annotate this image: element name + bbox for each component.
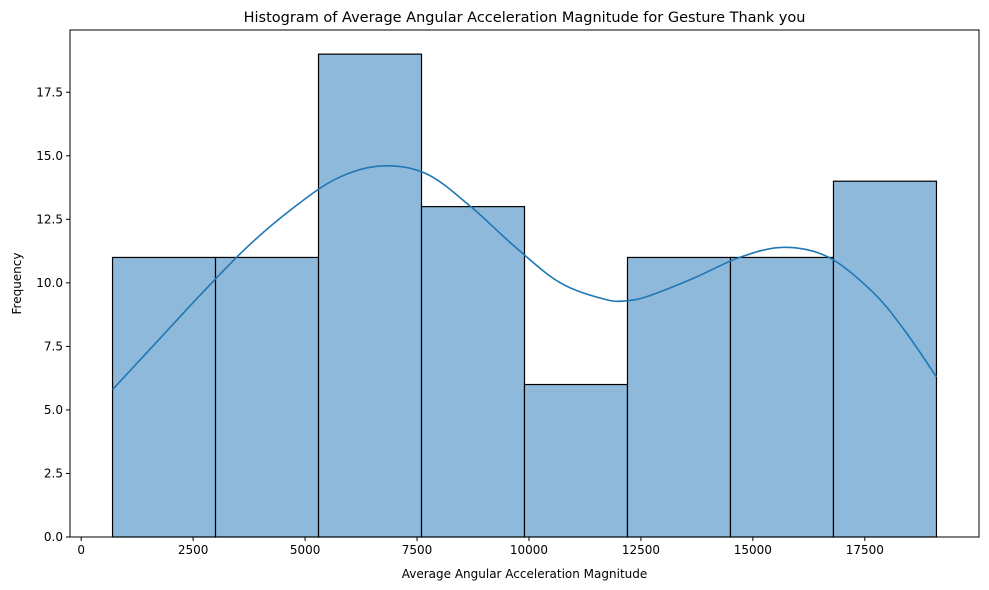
- x-tick-label-2: 5000: [290, 543, 321, 557]
- x-axis-label: Average Angular Acceleration Magnitude: [402, 567, 648, 581]
- x-tick-label-4: 10000: [510, 543, 548, 557]
- kde-line: [111, 164, 938, 391]
- y-tick-label-5: 12.5: [36, 212, 63, 226]
- y-tick-label-0: 0.0: [44, 530, 63, 544]
- y-tick-label-1: 2.5: [44, 466, 63, 480]
- y-tick-label-3: 7.5: [44, 339, 63, 353]
- x-tick-label-5: 12500: [622, 543, 660, 557]
- chart-title: Histogram of Average Angular Acceleratio…: [244, 10, 806, 26]
- histogram-bar-2: [214, 256, 320, 538]
- x-tick-label-7: 17500: [846, 543, 884, 557]
- bars-group: [111, 53, 938, 538]
- kde-group: [111, 164, 938, 391]
- histogram-bar-7: [729, 256, 835, 538]
- histogram-bar-1: [111, 256, 217, 538]
- x-tick-label-3: 7500: [402, 543, 433, 557]
- histogram-bar-3: [317, 53, 423, 538]
- y-tick-label-7: 17.5: [36, 85, 63, 99]
- plot-frame: [69, 29, 980, 538]
- x-tick-label-6: 15000: [734, 543, 772, 557]
- histogram-bar-5: [523, 383, 629, 538]
- histogram-bar-4: [420, 206, 526, 538]
- histogram-bar-6: [626, 256, 732, 538]
- x-tick-label-1: 2500: [178, 543, 209, 557]
- y-tick-label-6: 15.0: [36, 149, 63, 163]
- x-tick-label-0: 0: [77, 543, 85, 557]
- histogram-bar-8: [832, 180, 938, 538]
- y-axis-label: Frequency: [10, 253, 24, 315]
- x-axis: 0 2500 5000 7500 10000 12500 15000 17500: [77, 537, 884, 557]
- y-tick-label-4: 10.0: [36, 276, 63, 290]
- y-axis: 0.0 2.5 5.0 7.5 10.0 12.5 15.0 17.5: [36, 85, 70, 544]
- y-tick-label-2: 5.0: [44, 403, 63, 417]
